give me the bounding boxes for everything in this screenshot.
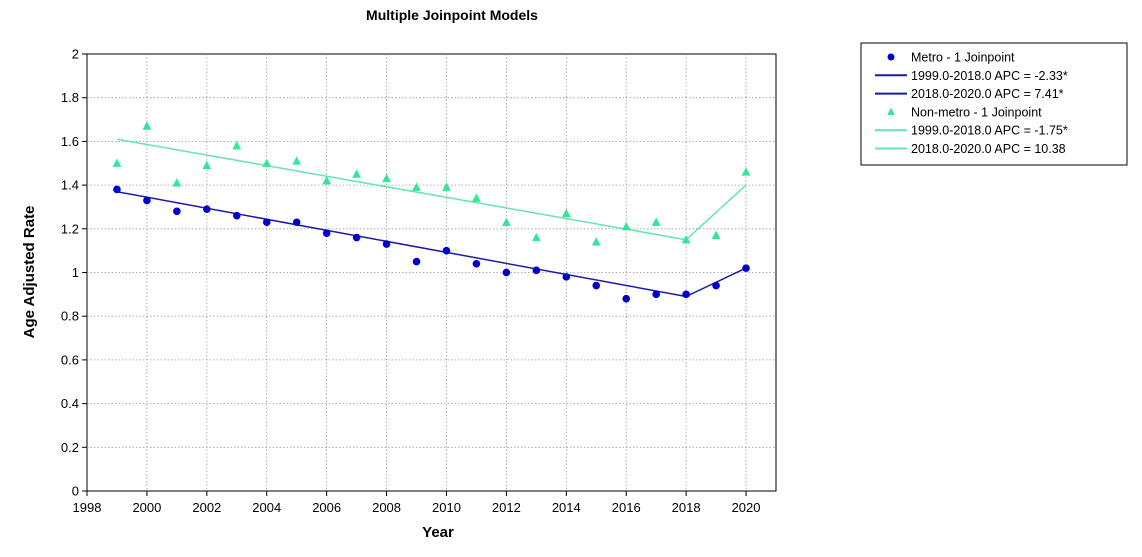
y-tick-label: 0.4 [61, 396, 79, 411]
legend-label: 2018.0-2020.0 APC = 7.41* [911, 87, 1064, 101]
metro-point [173, 207, 181, 216]
metro-point [652, 290, 660, 299]
y-tick-label: 0 [72, 484, 79, 499]
fit-line-segment [116, 190, 687, 298]
gridlines [87, 54, 776, 491]
y-tick-label: 1.4 [61, 178, 79, 193]
non-metro-point [412, 182, 421, 191]
y-tick-label: 1.8 [61, 90, 79, 105]
metro-point [472, 259, 481, 268]
non-metro-point [292, 156, 302, 165]
metro-point [113, 185, 121, 194]
metro-point [382, 240, 391, 248]
legend: Metro - 1 Joinpoint 1999.0-2018.0 APC = -… [860, 42, 1128, 166]
y-tick-label: 0.6 [61, 352, 79, 367]
x-tick-label: 2002 [192, 500, 221, 515]
metro-point [562, 273, 571, 281]
non-metro-point [561, 208, 571, 218]
y-tick-label: 0.8 [61, 309, 79, 324]
non-metro-point [142, 121, 152, 130]
non-metro-point [202, 160, 212, 170]
non-metro-point [651, 217, 661, 226]
y-axis-title: Age Adjusted Rate [21, 206, 38, 339]
x-tick-label: 2008 [372, 500, 401, 515]
x-tick-label: 2006 [312, 500, 341, 515]
legend-circle-marker [887, 53, 895, 61]
y-tick-label: 0.2 [61, 440, 79, 455]
x-tick-label: 2010 [432, 500, 461, 515]
non-metro-point [681, 234, 691, 244]
y-tick-label: 1 [72, 265, 79, 280]
non-metro-point [262, 158, 272, 167]
legend-label: 1999.0-2018.0 APC = -2.33* [911, 69, 1068, 83]
y-tick-label: 2 [72, 47, 79, 62]
metro-point [532, 266, 541, 275]
metro-point [622, 294, 631, 303]
y-tick-label: 1.2 [61, 221, 79, 236]
metro-point [143, 196, 151, 205]
x-tick-label: 1998 [73, 500, 102, 515]
metro-point [262, 218, 271, 227]
y-tick-label: 1.6 [61, 134, 79, 149]
non-metro-point [352, 169, 362, 178]
legend-label: Non-metro - 1 Joinpoint [911, 105, 1042, 119]
metro-point [352, 233, 361, 242]
non-metro-point [472, 193, 481, 202]
non-metro-point [591, 237, 601, 246]
metro-point [203, 205, 211, 213]
metro-point [442, 246, 451, 255]
x-tick-label: 2016 [612, 500, 641, 515]
legend-label: Metro - 1 Joinpoint [911, 51, 1015, 65]
metro-point [502, 268, 511, 277]
non-metro-point [531, 232, 541, 242]
x-tick-label: 2004 [252, 500, 281, 515]
legend-label: 1999.0-2018.0 APC = -1.75* [911, 124, 1068, 138]
non-metro-point [112, 158, 122, 167]
metro-point [322, 229, 331, 237]
metro-point [412, 257, 421, 266]
non-metro-point [741, 167, 751, 176]
fit-lines [116, 138, 747, 298]
non-metro-point [711, 230, 721, 239]
x-tick-label: 2018 [672, 500, 701, 515]
legend-label: 2018.0-2020.0 APC = 10.38 [911, 142, 1066, 156]
metro-point [682, 290, 690, 299]
chart-title: Multiple Joinpoint Models [366, 7, 538, 23]
data-points [112, 121, 751, 303]
fit-line-segment [685, 184, 747, 241]
non-metro-point [501, 217, 511, 226]
non-metro-point [442, 182, 451, 191]
legend-triangle-marker [887, 107, 895, 116]
axes: 1998 2000 2002 2004 2006 2008 2010 2012 2014 2016… [61, 47, 761, 516]
metro-point [742, 264, 750, 272]
non-metro-point [382, 173, 391, 183]
x-tick-label: 2012 [492, 500, 521, 515]
non-metro-point [172, 178, 182, 187]
non-metro-point [232, 140, 242, 150]
legend-box [860, 42, 1128, 166]
non-metro-point [621, 221, 631, 231]
metro-point [592, 281, 601, 290]
metro-point [712, 281, 720, 290]
x-tick-label: 2020 [732, 500, 761, 515]
x-axis-title: Year [422, 524, 454, 541]
fit-line-segment [116, 138, 687, 241]
x-tick-label: 2014 [552, 500, 581, 515]
x-tick-label: 2000 [132, 500, 161, 515]
metro-point [292, 218, 301, 227]
metro-point [232, 211, 241, 220]
non-metro-point [322, 175, 332, 185]
